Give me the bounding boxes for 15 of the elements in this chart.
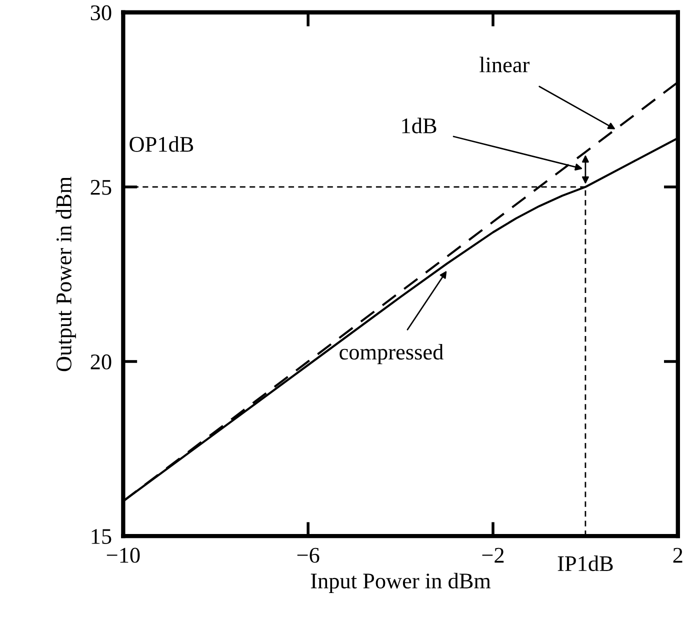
annotation: compressed	[340, 344, 444, 364]
y-tick-label: 30	[90, 5, 112, 20]
ref-line-label: IP1dB	[558, 556, 613, 572]
ref-line-label: OP1dB	[130, 136, 194, 152]
y-tick-label: 25	[90, 180, 112, 195]
y-tick-label: 20	[90, 354, 112, 370]
annotation: 1dB	[402, 118, 436, 134]
x-tick-label: −6	[297, 548, 320, 563]
annotation: linear	[480, 56, 530, 72]
x-tick-label: −10	[106, 548, 140, 563]
y-tick-label: 15	[92, 529, 112, 544]
x-tick-label: −2	[482, 548, 504, 563]
x-tick-label: 2	[673, 548, 682, 563]
x-axis-title: Input Power in dBm	[310, 572, 491, 594]
y-axis-title: Output Power in dBm	[56, 176, 76, 372]
